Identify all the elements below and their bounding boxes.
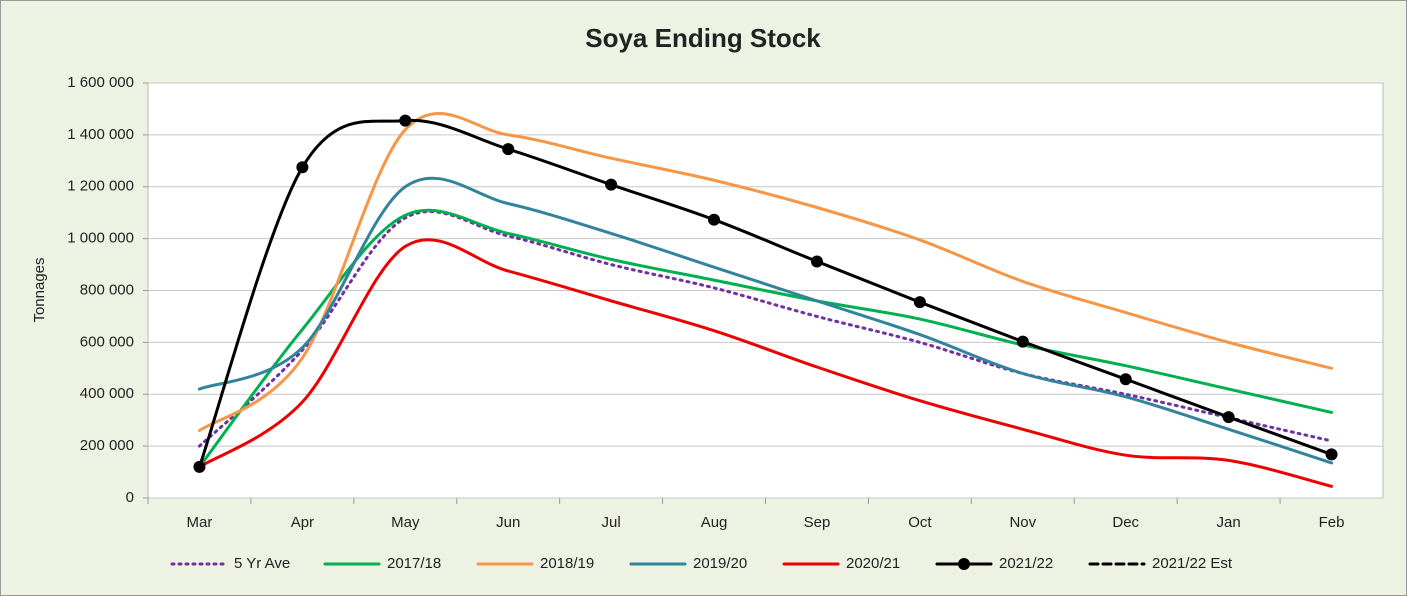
x-tick-label: May xyxy=(391,514,420,531)
data-point xyxy=(1016,335,1029,348)
data-point xyxy=(502,143,515,156)
y-tick-label: 1 200 000 xyxy=(67,178,134,195)
legend-marker xyxy=(958,558,970,570)
y-tick-label: 600 000 xyxy=(80,333,134,350)
y-tick-label: 1 600 000 xyxy=(67,74,134,91)
y-axis-label: Tonnages xyxy=(31,257,48,322)
data-point xyxy=(193,460,206,473)
data-point xyxy=(810,255,823,268)
legend-label: 2017/18 xyxy=(387,555,441,572)
y-tick-label: 400 000 xyxy=(80,385,134,402)
x-tick-label: Aug xyxy=(701,514,728,531)
chart-title: Soya Ending Stock xyxy=(585,23,821,53)
series-line xyxy=(197,238,1334,488)
legend-label: 2019/20 xyxy=(693,555,747,572)
y-tick-label: 200 000 xyxy=(80,437,134,454)
data-point xyxy=(1222,411,1235,424)
data-point xyxy=(1325,448,1338,461)
series-line xyxy=(197,111,1334,433)
data-point xyxy=(1119,373,1132,386)
y-tick-label: 1 000 000 xyxy=(67,230,134,247)
legend-label: 2018/19 xyxy=(540,555,594,572)
y-tick-label: 0 xyxy=(126,489,134,506)
x-tick-label: Jul xyxy=(602,514,621,531)
legend-label: 2020/21 xyxy=(846,555,900,572)
y-tick-label: 1 400 000 xyxy=(67,126,134,143)
legend-label: 2021/22 xyxy=(999,555,1053,572)
x-tick-label: Mar xyxy=(187,514,213,531)
data-point xyxy=(913,296,926,309)
series-line xyxy=(197,210,1334,448)
x-tick-label: Jan xyxy=(1217,514,1241,531)
legend-label: 2021/22 Est xyxy=(1152,555,1233,572)
x-tick-label: Nov xyxy=(1009,514,1036,531)
data-point xyxy=(605,178,618,191)
series-line xyxy=(197,208,1334,469)
data-point xyxy=(399,114,412,127)
series-line xyxy=(197,176,1334,465)
x-tick-label: Dec xyxy=(1112,514,1139,531)
x-tick-label: Feb xyxy=(1319,514,1345,531)
data-point xyxy=(708,213,721,226)
legend-label: 5 Yr Ave xyxy=(234,555,290,572)
x-tick-label: Jun xyxy=(496,514,520,531)
x-tick-label: Sep xyxy=(804,514,831,531)
x-tick-label: Oct xyxy=(908,514,932,531)
y-tick-label: 800 000 xyxy=(80,281,134,298)
x-tick-label: Apr xyxy=(291,514,314,531)
data-point xyxy=(296,161,309,174)
